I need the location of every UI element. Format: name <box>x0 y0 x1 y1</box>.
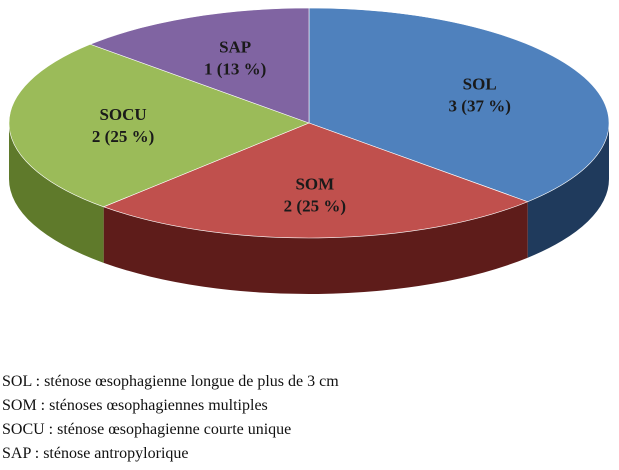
abbreviation-notes: SOL : sténose œsophagienne longue de plu… <box>2 370 617 466</box>
slice-label-sol: SOL 3 (37 %) <box>449 75 511 116</box>
slice-value-som: 2 (25 %) <box>284 196 346 215</box>
pie-chart: SOL 3 (37 %) SOM 2 (25 %) SOCU 2 (25 %) SAP 1 (… <box>8 7 610 294</box>
slice-label-som: SOM 2 (25 %) <box>284 174 346 215</box>
pie-slice-labels: SOL 3 (37 %) SOM 2 (25 %) SOCU 2 (25 %) SAP 1 (… <box>92 38 511 216</box>
slice-label-socu: SOCU 2 (25 %) <box>92 105 154 146</box>
slice-value-sol: 3 (37 %) <box>449 97 511 116</box>
pie-side-sol <box>527 123 609 258</box>
slice-name-sap: SAP <box>219 38 251 57</box>
slice-value-sap: 1 (13 %) <box>204 60 266 79</box>
pie-side-socu <box>9 123 104 263</box>
slice-name-socu: SOCU <box>99 105 146 124</box>
slice-name-sol: SOL <box>463 75 497 94</box>
note-socu: SOCU : sténose œsophagienne courte uniqu… <box>2 421 292 438</box>
pie-slice-sol <box>308 7 610 203</box>
pie-slice-socu <box>8 43 310 208</box>
note-sol: SOL : sténose œsophagienne longue de plu… <box>2 373 339 390</box>
slice-name-som: SOM <box>295 174 334 193</box>
pie-side-som <box>103 201 528 294</box>
slice-label-sap: SAP 1 (13 %) <box>204 38 266 79</box>
note-som: SOM : sténoses œsophagiennes multiples <box>2 397 268 414</box>
pie-top-surface <box>8 7 610 239</box>
pie-side-walls <box>9 123 609 294</box>
note-sap: SAP : sténose antropylorique <box>2 445 189 462</box>
pie-slice-som <box>102 122 529 239</box>
pie-slice-sap <box>89 7 310 124</box>
slice-value-socu: 2 (25 %) <box>92 127 154 146</box>
